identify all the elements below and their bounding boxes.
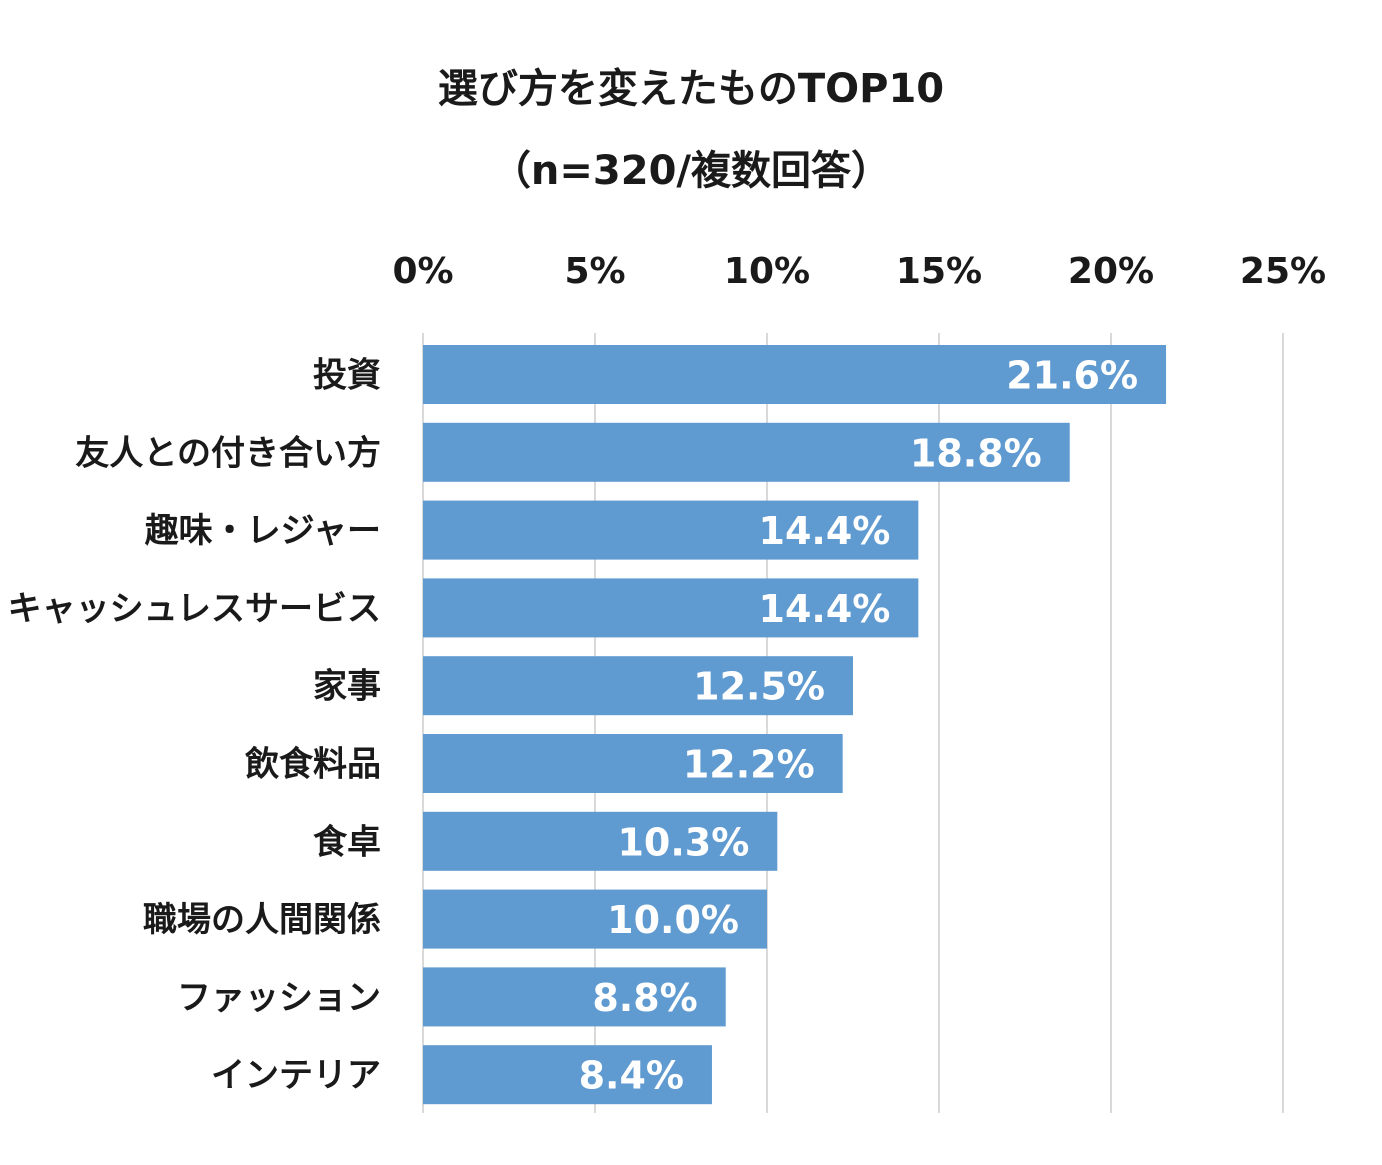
bar: [423, 500, 919, 560]
bar: [423, 967, 726, 1027]
x-tick-label: 20%: [1068, 251, 1154, 292]
data-label: 10.3%: [617, 820, 749, 864]
category-label: 食卓: [313, 822, 381, 862]
data-label: 8.8%: [592, 976, 697, 1020]
bar: [423, 422, 1070, 482]
data-label: 12.2%: [683, 743, 815, 787]
bar: [423, 656, 853, 716]
data-label: 12.5%: [693, 665, 825, 709]
category-label: キャッシュレスサービス: [8, 589, 381, 629]
x-tick-label: 10%: [724, 251, 810, 292]
x-tick-label: 5%: [564, 251, 625, 292]
data-label: 14.4%: [759, 509, 891, 553]
bar: [423, 811, 778, 871]
x-tick-label: 0%: [392, 251, 453, 292]
x-tick-label: 25%: [1240, 251, 1326, 292]
x-tick-label: 15%: [896, 251, 982, 292]
category-label: ファッション: [177, 978, 381, 1018]
data-label: 21.6%: [1006, 354, 1138, 398]
bar: [423, 345, 1167, 404]
category-label: 職場の人間関係: [143, 900, 381, 940]
category-label: インテリア: [211, 1056, 381, 1096]
chart-subtitle: （n=320/複数回答）: [490, 148, 892, 194]
bar: [423, 578, 919, 638]
data-label: 14.4%: [759, 587, 891, 631]
bar: [423, 889, 767, 949]
bar: [423, 734, 843, 793]
category-label: 家事: [313, 667, 381, 707]
chart-title: 選び方を変えたものTOP10: [437, 66, 945, 112]
category-label: 友人との付き合い方: [75, 433, 381, 473]
category-label: 趣味・レジャー: [145, 511, 381, 551]
category-label: 投資: [313, 356, 381, 396]
data-label: 8.4%: [579, 1054, 684, 1098]
bar: [423, 1045, 712, 1105]
data-label: 18.8%: [910, 431, 1042, 475]
data-label: 10.0%: [607, 898, 739, 942]
category-label: 飲食料品: [245, 745, 381, 785]
